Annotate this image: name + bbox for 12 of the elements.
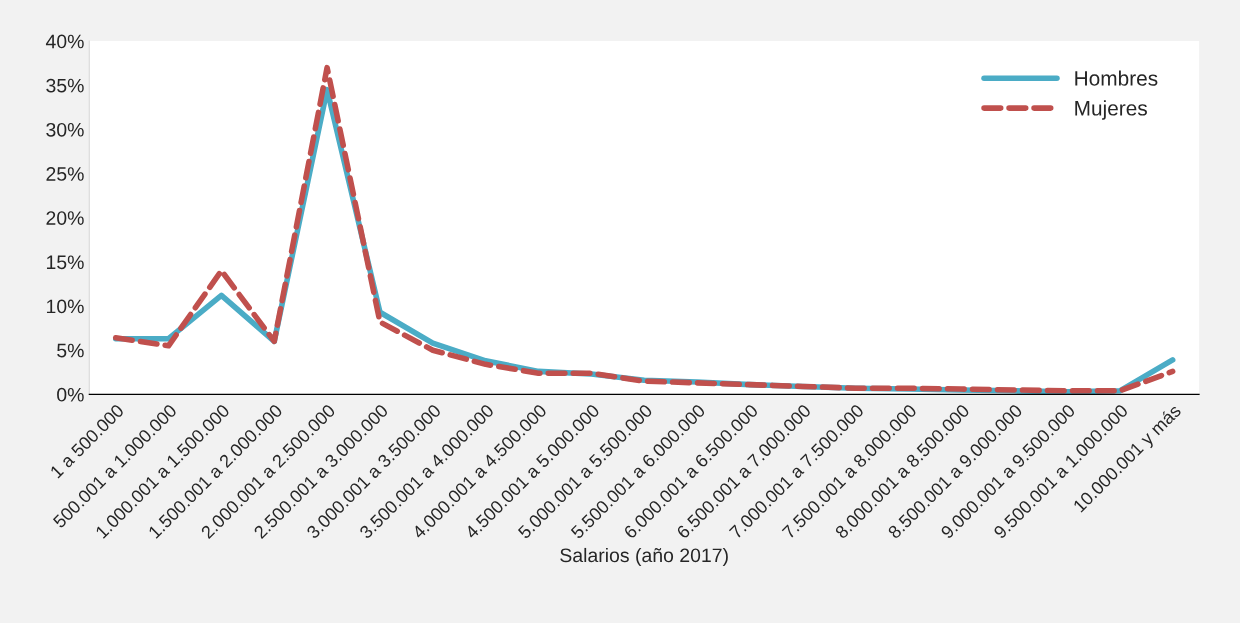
- y-tick-label: 40%: [45, 34, 84, 49]
- y-tick-label: 0%: [57, 387, 84, 402]
- y-tick-label: 10%: [46, 299, 84, 314]
- y-tick-label: 30%: [46, 122, 84, 137]
- x-axis-title: Salarios (año 2017): [560, 547, 728, 567]
- y-tick-label: 5%: [57, 343, 84, 358]
- y-tick-label: 20%: [46, 211, 84, 225]
- y-tick-label: 35%: [46, 78, 84, 93]
- legend-label: Hombres: [1075, 70, 1158, 86]
- legend-label: Mujeres: [1075, 100, 1147, 120]
- y-tick-label: 25%: [46, 167, 84, 181]
- y-tick-label: 15%: [46, 255, 84, 270]
